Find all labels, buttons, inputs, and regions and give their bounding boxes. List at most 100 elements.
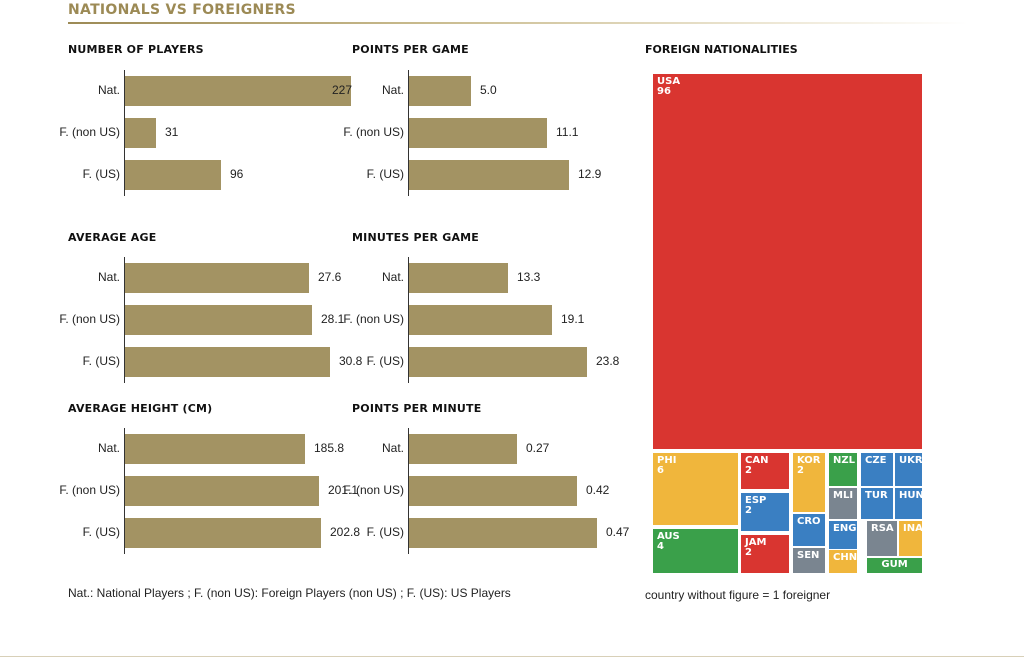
bar (409, 118, 547, 148)
treemap-cell-phi: PHI 6 (653, 453, 738, 525)
chart-title: NUMBER OF PLAYERS (68, 43, 204, 56)
bar (125, 305, 312, 335)
data-label: 96 (230, 167, 244, 181)
bar (409, 263, 508, 293)
y-axis-line (124, 428, 125, 554)
treemap-code: TUR (865, 490, 888, 501)
treemap-code: USA (657, 76, 681, 87)
category-label: Nat. (381, 441, 404, 455)
data-label: 23.8 (596, 354, 620, 368)
treemap-cell-can: CAN 2 (741, 453, 789, 489)
treemap-cell-ina: INA (899, 521, 922, 556)
y-axis-line (408, 428, 409, 554)
treemap-cell-hun: HUN (895, 488, 922, 519)
chart-title: POINTS PER MINUTE (352, 402, 482, 415)
data-label: 0.42 (586, 483, 610, 497)
treemap-count: 2 (745, 465, 752, 476)
data-label: 11.1 (556, 125, 579, 139)
bar (125, 160, 221, 190)
y-axis-line (408, 70, 409, 196)
category-label: Nat. (381, 270, 404, 284)
treemap-cell-eng: ENG (829, 521, 857, 549)
category-label: F. (non US) (59, 312, 120, 326)
data-label: 0.27 (526, 441, 550, 455)
treemap-cell-gum: GUM (867, 558, 922, 573)
treemap-code: CAN (745, 455, 769, 466)
bar (409, 76, 471, 106)
category-label: F. (US) (82, 525, 120, 539)
treemap-cell-tur: TUR (861, 488, 893, 519)
treemap-cell-kor: KOR 2 (793, 453, 825, 512)
bar (125, 118, 156, 148)
bar (409, 518, 597, 548)
treemap-cell-nzl: NZL (829, 453, 857, 486)
category-label: F. (non US) (343, 125, 404, 139)
category-label: F. (US) (82, 167, 120, 181)
treemap-code: CZE (865, 455, 887, 466)
treemap-count: 4 (657, 541, 664, 552)
category-label: Nat. (381, 83, 404, 97)
y-axis-line (408, 257, 409, 383)
treemap-count: 2 (797, 465, 804, 476)
treemap-code: GUM (881, 559, 908, 570)
chart-title: AVERAGE AGE (68, 231, 157, 244)
category-label: F. (non US) (343, 483, 404, 497)
data-label: 5.0 (480, 83, 497, 97)
treemap-cell-ukr: UKR (895, 453, 922, 486)
treemap-cell-cze: CZE (861, 453, 893, 486)
treemap-code: UKR (899, 455, 922, 466)
category-label: Nat. (97, 270, 120, 284)
treemap-title: FOREIGN NATIONALITIES (645, 43, 798, 56)
header-rule (68, 22, 968, 24)
category-label: F. (non US) (59, 483, 120, 497)
bar (409, 476, 577, 506)
bar (125, 476, 319, 506)
bar (125, 518, 321, 548)
treemap-cell-chn: CHN (829, 550, 857, 573)
data-label: 202.8 (330, 525, 361, 539)
treemap-cell-usa: USA 96 (653, 74, 922, 449)
treemap-cell-cro: CRO (793, 514, 825, 546)
chart-title: AVERAGE HEIGHT (CM) (68, 402, 213, 415)
treemap-cell-rsa: RSA (867, 521, 897, 556)
treemap-count: 2 (745, 505, 752, 516)
bar (125, 263, 309, 293)
bar (409, 160, 569, 190)
category-label: Nat. (97, 441, 120, 455)
bar (409, 347, 587, 377)
bar (125, 434, 305, 464)
treemap-code: PHI (657, 455, 677, 466)
bottom-rule (0, 656, 1024, 657)
treemap-cell-mli: MLI (829, 488, 857, 519)
category-label: Nat. (97, 83, 120, 97)
treemap-code: RSA (871, 523, 894, 534)
treemap-note: country without figure = 1 foreigner (645, 588, 831, 602)
treemap-cell-jam: JAM 2 (741, 535, 789, 573)
data-label: 13.3 (517, 270, 541, 284)
treemap-code: ENG (833, 523, 857, 534)
treemap-cell-aus: AUS 4 (653, 529, 738, 573)
chart-title: POINTS PER GAME (352, 43, 469, 56)
y-axis-line (124, 70, 125, 196)
data-label: 30.8 (339, 354, 363, 368)
category-label: F. (US) (366, 354, 404, 368)
chart-title: MINUTES PER GAME (352, 231, 480, 244)
data-label: 185.8 (314, 441, 345, 455)
treemap-code: CRO (797, 516, 821, 527)
bar (125, 347, 330, 377)
category-label: F. (non US) (59, 125, 120, 139)
category-label: F. (US) (366, 167, 404, 181)
treemap-code: KOR (797, 455, 821, 466)
treemap-count: 96 (657, 86, 671, 97)
treemap-code: HUN (899, 490, 922, 501)
treemap-code: AUS (657, 531, 680, 542)
treemap-cell-sen: SEN (793, 548, 825, 573)
data-label: 31 (165, 125, 179, 139)
category-label: F. (US) (366, 525, 404, 539)
treemap-code: JAM (745, 537, 767, 548)
data-label: 28.1 (321, 312, 345, 326)
treemap-code: CHN (833, 552, 857, 563)
treemap-count: 6 (657, 465, 664, 476)
treemap-cell-esp: ESP 2 (741, 493, 789, 531)
bar (409, 305, 552, 335)
